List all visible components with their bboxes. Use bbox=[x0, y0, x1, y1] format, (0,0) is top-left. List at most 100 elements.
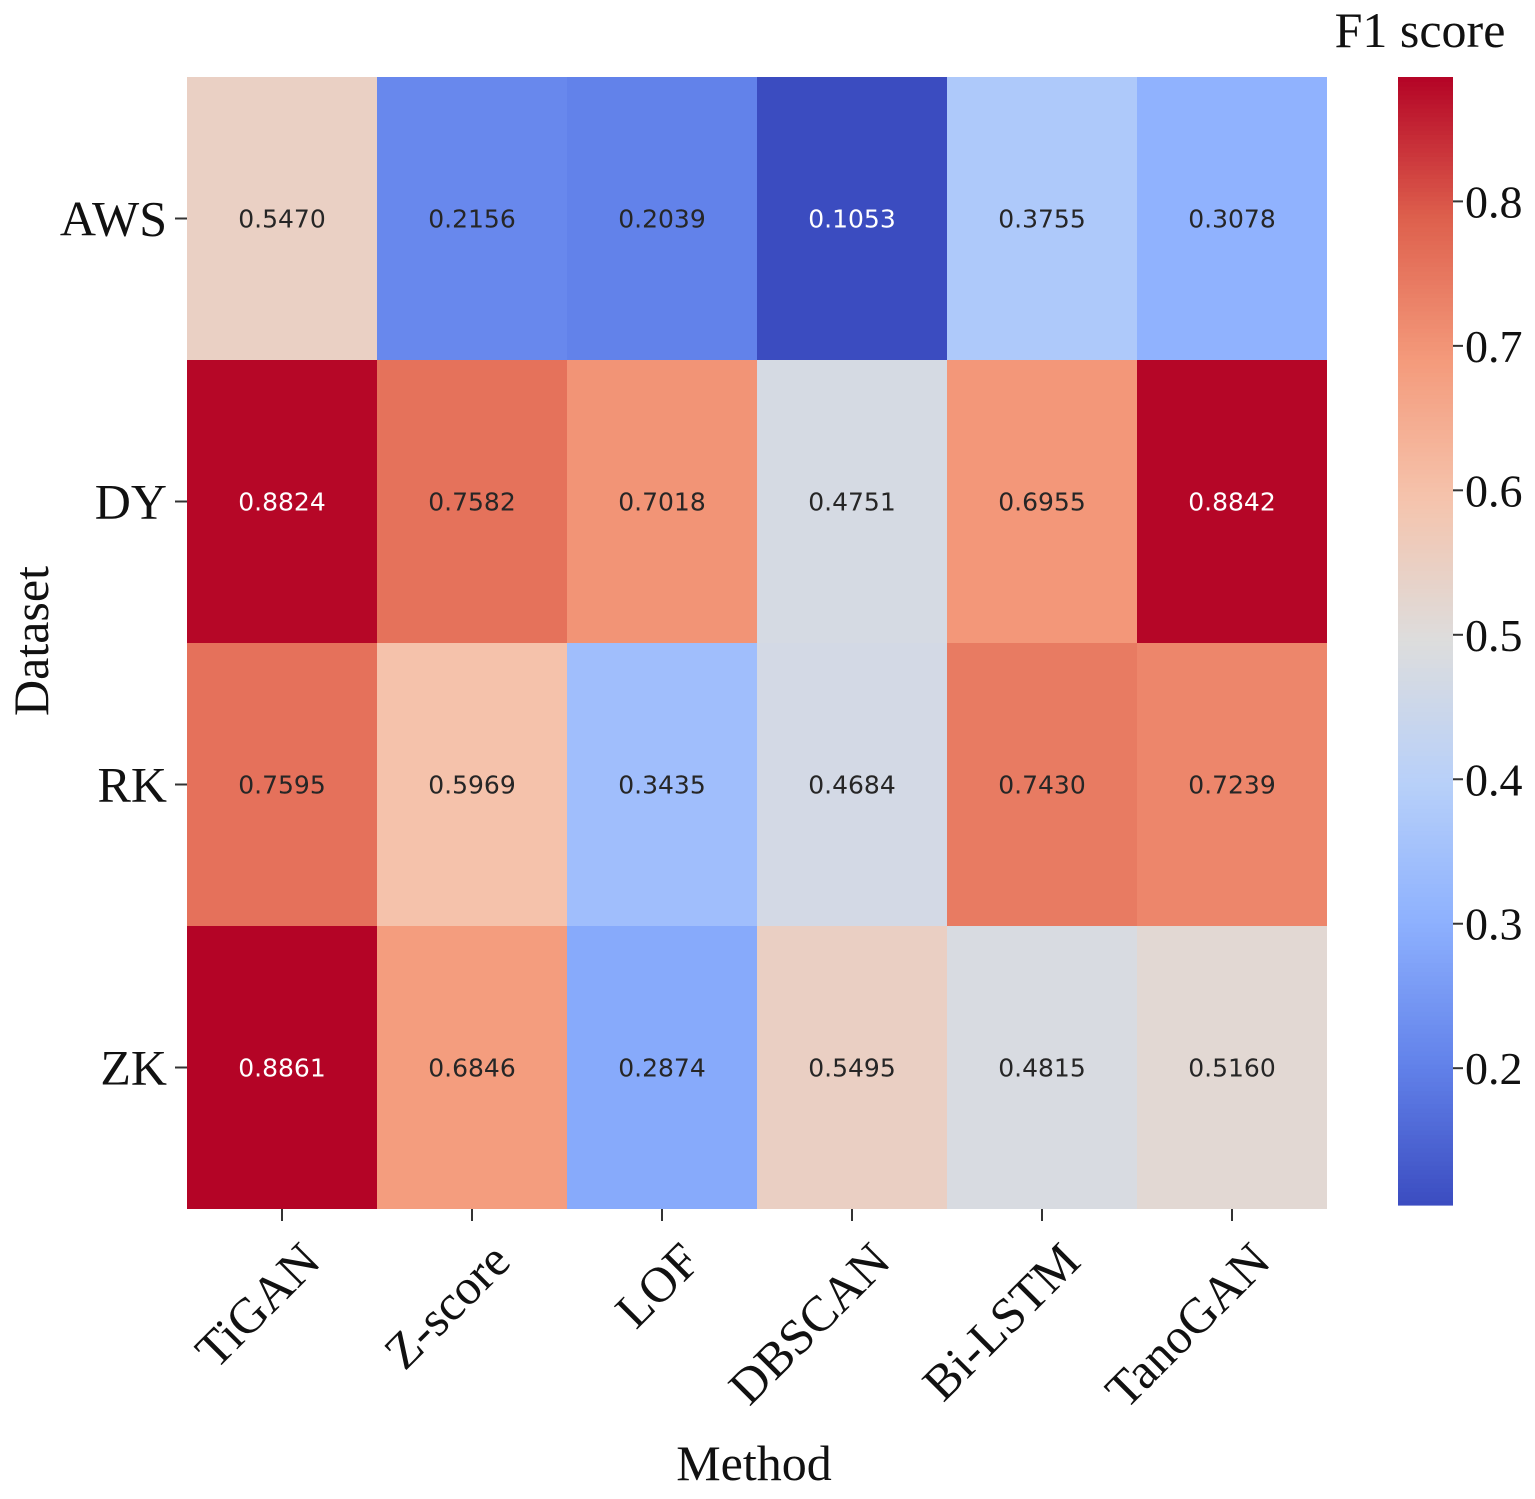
colorbar-segment bbox=[1398, 715, 1453, 721]
colorbar-segment bbox=[1398, 1050, 1453, 1056]
colorbar-segment bbox=[1398, 482, 1453, 488]
colorbar-segment bbox=[1398, 623, 1453, 629]
colorbar-segment bbox=[1398, 376, 1453, 382]
colorbar-segment bbox=[1398, 949, 1453, 955]
colorbar-segment bbox=[1398, 1121, 1453, 1127]
colorbar-segment bbox=[1398, 270, 1453, 276]
colorbar-segment bbox=[1398, 658, 1453, 664]
colorbar-segment bbox=[1398, 583, 1453, 589]
colorbar-segment bbox=[1398, 892, 1453, 898]
colorbar-segment bbox=[1398, 1130, 1453, 1136]
heatmap-cell bbox=[187, 643, 377, 926]
colorbar-segment bbox=[1398, 641, 1453, 647]
colorbar-segment bbox=[1398, 350, 1453, 356]
colorbar-segment bbox=[1398, 240, 1453, 246]
colorbar-segment bbox=[1398, 887, 1453, 893]
colorbar-segment bbox=[1398, 1134, 1453, 1140]
colorbar-segment bbox=[1398, 927, 1453, 933]
colorbar-segment bbox=[1398, 773, 1453, 779]
colorbar-segment bbox=[1398, 548, 1453, 554]
colorbar-segment bbox=[1398, 314, 1453, 320]
colorbar-segment bbox=[1398, 85, 1453, 91]
colorbar: 0.2 0.3 0.4 0.5 0.6 0.7 0.8 bbox=[1398, 77, 1523, 1206]
colorbar-segment bbox=[1398, 870, 1453, 876]
colorbar-segment bbox=[1398, 447, 1453, 453]
colorbar-segment bbox=[1398, 865, 1453, 871]
colorbar-segment bbox=[1398, 112, 1453, 118]
cell-value-label: 0.5969 bbox=[428, 771, 515, 800]
colorbar-segment bbox=[1398, 222, 1453, 228]
colorbar-segment bbox=[1398, 495, 1453, 501]
colorbar-segment bbox=[1398, 138, 1453, 144]
cell-value-label: 0.2039 bbox=[618, 205, 705, 234]
heatmap-cell bbox=[567, 77, 757, 360]
colorbar-segment bbox=[1398, 746, 1453, 752]
colorbar-segment bbox=[1398, 244, 1453, 250]
colorbar-segment bbox=[1398, 557, 1453, 563]
colorbar-segment bbox=[1398, 1099, 1453, 1105]
colorbar-segment bbox=[1398, 451, 1453, 457]
colorbar-segment bbox=[1398, 680, 1453, 686]
colorbar-segment bbox=[1398, 310, 1453, 316]
colorbar-segment bbox=[1398, 442, 1453, 448]
colorbar-segment bbox=[1398, 799, 1453, 805]
colorbar-segment bbox=[1398, 129, 1453, 135]
colorbar-segment bbox=[1398, 579, 1453, 585]
colorbar-segment bbox=[1398, 359, 1453, 365]
colorbar-segment bbox=[1398, 411, 1453, 417]
colorbar-segment bbox=[1398, 1011, 1453, 1017]
colorbar-segment bbox=[1398, 984, 1453, 990]
colorbar-segment bbox=[1398, 235, 1453, 241]
heatmap-cell bbox=[187, 77, 377, 360]
colorbar-segment bbox=[1398, 689, 1453, 695]
colorbar-segment bbox=[1398, 107, 1453, 113]
colorbar-segment bbox=[1398, 363, 1453, 369]
colorbar-segment bbox=[1398, 574, 1453, 580]
colorbar-segment bbox=[1398, 1006, 1453, 1012]
colorbar-segment bbox=[1398, 425, 1453, 431]
colorbar-segment bbox=[1398, 1178, 1453, 1184]
heatmap-cell bbox=[1137, 643, 1327, 926]
colorbar-segment bbox=[1398, 204, 1453, 210]
colorbar-segment bbox=[1398, 262, 1453, 268]
cell-value-label: 0.5495 bbox=[808, 1054, 895, 1083]
heatmap-cell bbox=[947, 926, 1137, 1209]
colorbar-segment bbox=[1398, 1068, 1453, 1074]
colorbar-segment bbox=[1398, 1024, 1453, 1030]
colorbar-segment bbox=[1398, 77, 1453, 83]
colorbar-segment bbox=[1398, 389, 1453, 395]
colorbar-segment bbox=[1398, 790, 1453, 796]
colorbar-segment bbox=[1398, 707, 1453, 713]
colorbar-segment bbox=[1398, 248, 1453, 254]
colorbar-segment bbox=[1398, 1187, 1453, 1193]
colorbar-segment bbox=[1398, 517, 1453, 523]
colorbar-segment bbox=[1398, 455, 1453, 461]
colorbar-segment bbox=[1398, 336, 1453, 342]
colorbar-tick-label: 0.5 bbox=[1465, 610, 1523, 661]
colorbar-segment bbox=[1398, 671, 1453, 677]
colorbar-segment bbox=[1398, 663, 1453, 669]
colorbar-segment bbox=[1398, 125, 1453, 131]
y-tick-label: DY bbox=[95, 474, 167, 530]
colorbar-segment bbox=[1398, 1086, 1453, 1092]
colorbar-segment bbox=[1398, 733, 1453, 739]
colorbar-segment bbox=[1398, 848, 1453, 854]
heatmap-cell bbox=[757, 77, 947, 360]
colorbar-segment bbox=[1398, 834, 1453, 840]
colorbar-segment bbox=[1398, 94, 1453, 100]
colorbar-segment bbox=[1398, 618, 1453, 624]
colorbar-segment bbox=[1398, 1116, 1453, 1122]
colorbar-segment bbox=[1398, 134, 1453, 140]
cell-value-label: 0.7239 bbox=[1188, 771, 1275, 800]
cell-value-label: 0.7582 bbox=[428, 488, 515, 517]
colorbar-segment bbox=[1398, 477, 1453, 483]
cell-value-label: 0.3078 bbox=[1188, 205, 1275, 234]
colorbar-segment bbox=[1398, 433, 1453, 439]
colorbar-segment bbox=[1398, 279, 1453, 285]
colorbar-segment bbox=[1398, 165, 1453, 171]
colorbar-segment bbox=[1398, 504, 1453, 510]
colorbar-segment bbox=[1398, 178, 1453, 184]
colorbar-segment bbox=[1398, 989, 1453, 995]
colorbar-segment bbox=[1398, 693, 1453, 699]
colorbar-tick-label: 0.3 bbox=[1465, 899, 1523, 950]
